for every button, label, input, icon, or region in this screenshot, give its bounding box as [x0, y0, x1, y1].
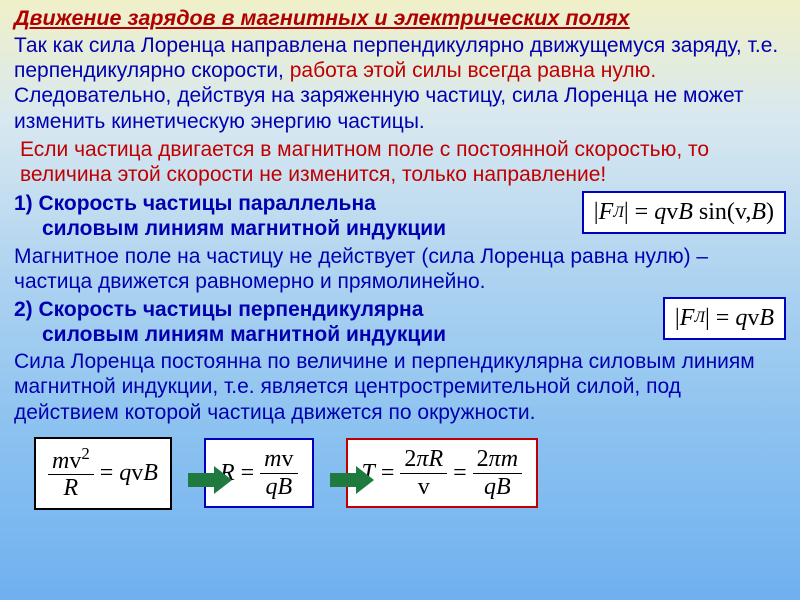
- case1-text: Магнитное поле на частицу не действует (…: [14, 244, 786, 294]
- formula-period: T = 2πR v = 2πm qB: [346, 438, 539, 508]
- formula-lorentz-sin: FЛ = qvB sin(v,B): [582, 191, 786, 234]
- case1-title-b: силовым линиям магнитной индукции: [14, 216, 572, 241]
- case2-title-b: силовым линиям магнитной индукции: [14, 322, 653, 347]
- case2-row: 2) Скорость частицы перпендикулярна сило…: [14, 297, 786, 347]
- intro-c: Следовательно, действуя на заряженную ча…: [14, 84, 744, 132]
- case1-title-a: 1) Скорость частицы параллельна: [14, 191, 572, 216]
- formula-chain: mv2 R = qvB R = mv qB T = 2πR v = 2πm qB: [14, 437, 786, 510]
- case1-heading: 1) Скорость частицы параллельна силовым …: [14, 191, 572, 241]
- intro-paragraph: Так как сила Лоренца направлена перпенди…: [14, 33, 786, 134]
- case2-text: Сила Лоренца постоянна по величине и пер…: [14, 349, 786, 425]
- formula-lorentz-perp: FЛ = qvB: [663, 297, 786, 340]
- highlight-paragraph: Если частица двигается в магнитном поле …: [14, 137, 786, 187]
- case1-row: 1) Скорость частицы параллельна силовым …: [14, 191, 786, 241]
- formula-centripetal: mv2 R = qvB: [34, 437, 172, 510]
- page-title: Движение зарядов в магнитных и электриче…: [14, 6, 786, 31]
- case2-heading: 2) Скорость частицы перпендикулярна сило…: [14, 297, 653, 347]
- intro-b: работа этой силы всегда равна нулю.: [290, 59, 656, 82]
- case2-title-a: 2) Скорость частицы перпендикулярна: [14, 297, 653, 322]
